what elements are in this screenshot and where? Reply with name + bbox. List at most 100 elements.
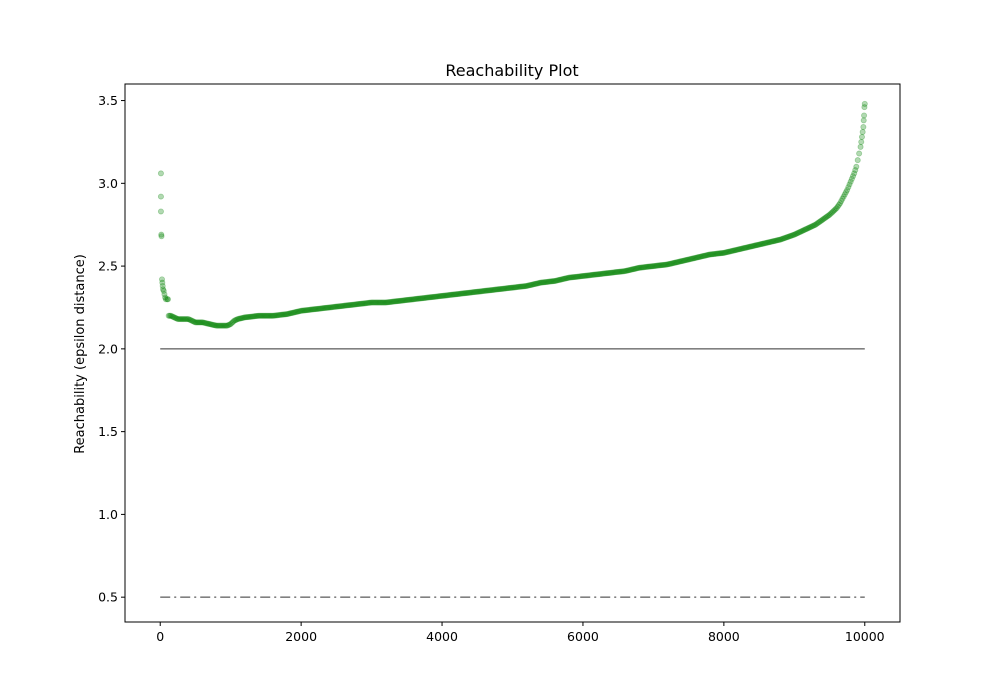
data-point: [744, 244, 751, 251]
data-point: [752, 242, 759, 249]
data-point: [395, 297, 402, 304]
data-point: [716, 250, 723, 257]
data-point: [817, 218, 824, 225]
y-tick-label: 1.5: [98, 424, 118, 439]
data-point: [618, 268, 625, 275]
data-point: [555, 277, 562, 284]
data-point: [665, 261, 672, 268]
data-point: [612, 269, 619, 276]
data-point: [651, 262, 658, 269]
data-point: [624, 267, 631, 274]
data-point: [714, 250, 721, 257]
data-point: [414, 295, 421, 302]
data-point: [319, 305, 326, 312]
data-point: [190, 318, 197, 325]
data-point: [207, 321, 214, 328]
data-point: [446, 292, 453, 299]
data-point: [157, 208, 164, 215]
data-point: [792, 231, 799, 238]
data-point: [489, 286, 496, 293]
data-point: [858, 133, 865, 140]
data-point: [738, 245, 745, 252]
data-point: [165, 312, 172, 319]
data-point: [545, 278, 552, 285]
data-point: [542, 279, 549, 286]
data-point: [245, 313, 252, 320]
data-point: [500, 285, 507, 292]
data-point: [516, 283, 523, 290]
data-point: [401, 297, 408, 304]
data-point: [819, 216, 826, 223]
plot-area-frame: [124, 83, 901, 623]
data-point: [596, 271, 603, 278]
data-point: [602, 270, 609, 277]
data-point: [638, 264, 645, 271]
data-point: [559, 276, 566, 283]
data-point: [502, 285, 509, 292]
data-point: [603, 270, 610, 277]
data-point: [339, 302, 346, 309]
data-point: [397, 297, 404, 304]
data-point: [851, 170, 858, 177]
data-point: [718, 250, 725, 257]
data-point: [805, 225, 812, 232]
data-point: [562, 275, 569, 282]
data-point: [673, 259, 680, 266]
data-point: [827, 210, 834, 217]
data-point: [785, 233, 792, 240]
data-point: [443, 292, 450, 299]
data-point: [786, 233, 793, 240]
data-point: [309, 306, 316, 313]
data-point: [669, 260, 676, 267]
data-point: [599, 270, 606, 277]
data-point: [471, 289, 478, 296]
data-point: [691, 255, 698, 262]
data-point: [763, 239, 770, 246]
data-point: [859, 129, 866, 136]
data-point: [210, 321, 217, 328]
data-point: [372, 299, 379, 306]
data-point: [743, 244, 750, 251]
data-point: [404, 296, 411, 303]
data-point: [158, 233, 165, 240]
data-point: [291, 309, 298, 316]
data-point: [686, 256, 693, 263]
data-point: [550, 278, 557, 285]
data-point: [861, 112, 868, 119]
data-point: [176, 316, 183, 323]
data-point: [322, 304, 329, 311]
data-point: [725, 248, 732, 255]
data-point: [214, 322, 221, 329]
data-point: [630, 266, 637, 273]
data-point: [343, 302, 350, 309]
data-point: [278, 311, 285, 318]
data-point: [569, 274, 576, 281]
data-point: [781, 234, 788, 241]
x-tick-label: 8000: [708, 629, 740, 644]
data-point: [335, 303, 342, 310]
data-point: [758, 241, 765, 248]
data-point: [490, 286, 497, 293]
data-point: [525, 282, 532, 289]
data-point: [497, 285, 504, 292]
data-point: [449, 291, 456, 298]
data-point: [831, 207, 838, 214]
data-point: [459, 290, 466, 297]
data-point: [549, 278, 556, 285]
data-point: [159, 282, 166, 289]
data-point: [582, 272, 589, 279]
data-point: [426, 294, 433, 301]
data-point: [779, 235, 786, 242]
data-point: [305, 306, 312, 313]
data-point: [847, 178, 854, 185]
data-point: [325, 304, 332, 311]
data-point: [641, 264, 648, 271]
data-point: [267, 312, 274, 319]
data-point: [825, 212, 832, 219]
data-point: [784, 234, 791, 241]
data-point: [234, 316, 241, 323]
data-point: [648, 263, 655, 270]
y-tick-label: 3.5: [98, 93, 118, 108]
data-point: [167, 312, 174, 319]
data-point: [204, 320, 211, 327]
